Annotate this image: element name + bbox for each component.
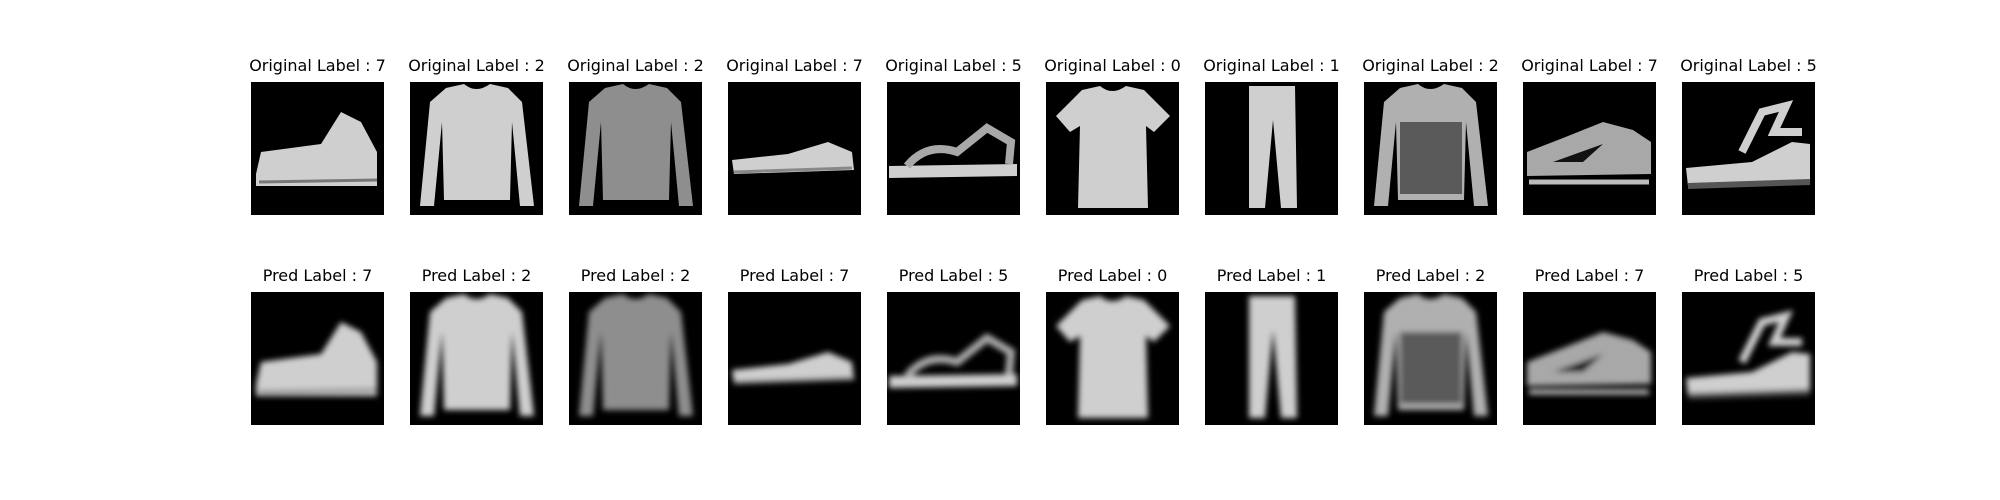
reconstructed-image — [1364, 292, 1497, 425]
pred-cell: Pred Label : 0 — [1046, 266, 1179, 426]
pred-cell: Pred Label : 1 — [1205, 266, 1338, 426]
reconstructed-image — [887, 292, 1020, 425]
original-image — [1364, 82, 1497, 215]
pred-label-title: Pred Label : 5 — [1693, 266, 1804, 285]
original-label-title: Original Label : 1 — [1203, 56, 1340, 75]
original-label-title: Original Label : 7 — [1521, 56, 1658, 75]
pred-label-title: Pred Label : 1 — [1216, 266, 1327, 285]
original-label-title: Original Label : 2 — [408, 56, 545, 75]
original-image — [251, 82, 384, 215]
pred-cell: Pred Label : 5 — [887, 266, 1020, 426]
original-image — [1682, 82, 1815, 215]
original-cell: Original Label : 5 — [1680, 56, 1817, 216]
pred-label-title: Pred Label : 2 — [1375, 266, 1486, 285]
original-row: Original Label : 7 Original Label : 2 Ori… — [0, 56, 2000, 216]
pred-cell: Pred Label : 2 — [1364, 266, 1497, 426]
reconstructed-image — [1682, 292, 1815, 425]
reconstructed-image — [728, 292, 861, 425]
pred-cell: Pred Label : 7 — [728, 266, 861, 426]
pred-label-title: Pred Label : 7 — [739, 266, 850, 285]
pred-cell: Pred Label : 2 — [410, 266, 543, 426]
original-cell: Original Label : 2 — [1362, 56, 1499, 216]
pred-label-title: Pred Label : 2 — [421, 266, 532, 285]
reconstructed-image — [410, 292, 543, 425]
original-image — [1046, 82, 1179, 215]
original-cell: Original Label : 7 — [726, 56, 863, 216]
reconstructed-image — [251, 292, 384, 425]
original-label-title: Original Label : 5 — [1680, 56, 1817, 75]
pred-label-title: Pred Label : 7 — [1534, 266, 1645, 285]
original-image — [1205, 82, 1338, 215]
original-cell: Original Label : 7 — [249, 56, 386, 216]
original-image — [569, 82, 702, 215]
original-label-title: Original Label : 7 — [249, 56, 386, 75]
original-image — [410, 82, 543, 215]
original-image — [728, 82, 861, 215]
original-label-title: Original Label : 5 — [885, 56, 1022, 75]
original-image — [1523, 82, 1656, 215]
original-label-title: Original Label : 2 — [567, 56, 704, 75]
pred-cell: Pred Label : 2 — [569, 266, 702, 426]
original-label-title: Original Label : 7 — [726, 56, 863, 75]
original-label-title: Original Label : 0 — [1044, 56, 1181, 75]
reconstructed-image — [1523, 292, 1656, 425]
pred-label-title: Pred Label : 5 — [898, 266, 1009, 285]
pred-label-title: Pred Label : 0 — [1057, 266, 1168, 285]
pred-cell: Pred Label : 5 — [1682, 266, 1815, 426]
pred-label-title: Pred Label : 7 — [262, 266, 373, 285]
original-cell: Original Label : 0 — [1044, 56, 1181, 216]
original-cell: Original Label : 5 — [885, 56, 1022, 216]
reconstructed-image — [569, 292, 702, 425]
pred-label-title: Pred Label : 2 — [580, 266, 691, 285]
original-cell: Original Label : 2 — [567, 56, 704, 216]
original-label-title: Original Label : 2 — [1362, 56, 1499, 75]
reconstructed-image — [1205, 292, 1338, 425]
original-image — [887, 82, 1020, 215]
reconstructed-image — [1046, 292, 1179, 425]
original-cell: Original Label : 1 — [1203, 56, 1340, 216]
pred-cell: Pred Label : 7 — [1523, 266, 1656, 426]
original-cell: Original Label : 2 — [408, 56, 545, 216]
original-cell: Original Label : 7 — [1521, 56, 1658, 216]
pred-cell: Pred Label : 7 — [251, 266, 384, 426]
prediction-row: Pred Label : 7 Pred Label : 2 Pred Label … — [0, 266, 2000, 426]
